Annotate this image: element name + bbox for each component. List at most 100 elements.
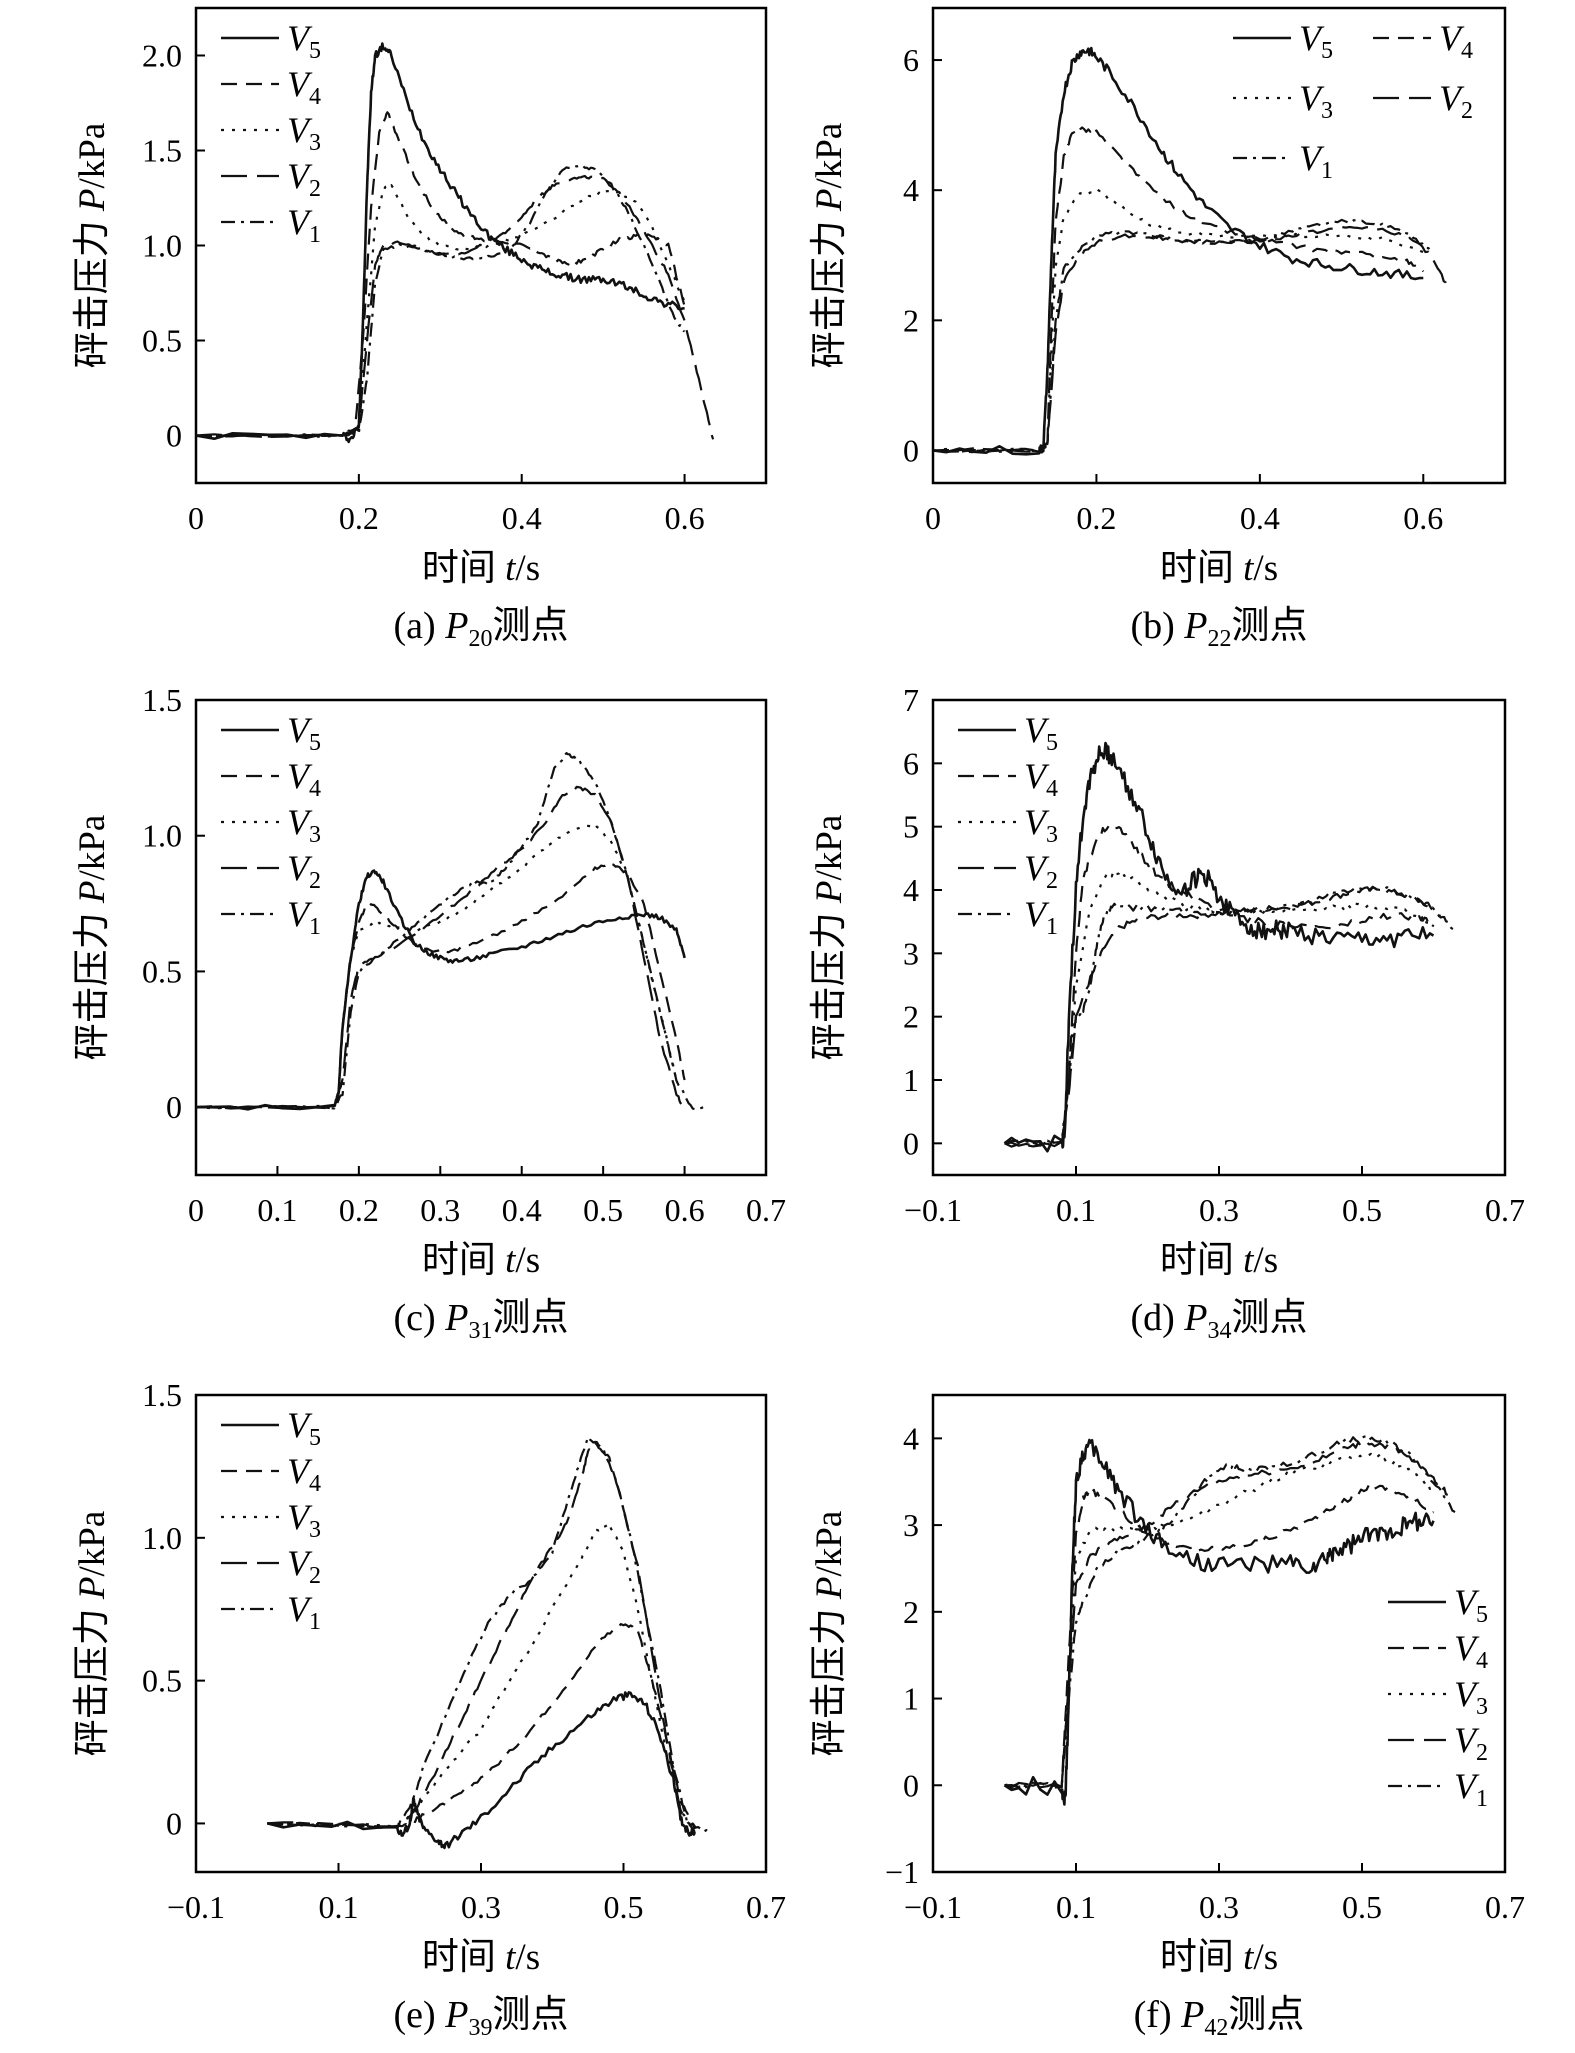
legend-label-v4: V4 (287, 64, 321, 110)
legend-label-v1: V1 (1454, 1766, 1488, 1812)
x-tick-label: 0.3 (1199, 1192, 1239, 1228)
series-line-v4 (267, 1622, 696, 1830)
series-line-v2 (196, 785, 686, 1111)
legend-label-v3: V3 (1299, 78, 1333, 124)
legend-label-v2: V2 (1439, 78, 1473, 124)
panel-caption: (c) P31测点 (394, 1297, 569, 1344)
x-tick-label: 0.1 (257, 1192, 297, 1228)
x-axis-label: 时间 t/s (1160, 1937, 1278, 1978)
y-tick-label: 3 (903, 1507, 919, 1543)
x-tick-label: 0.5 (604, 1889, 644, 1925)
chart-a: 0 0.2 0.4 0.6 0 0.5 1.0 1.5 2.0 砰击压力 P/kPa 时间 t/s (… (72, 6, 768, 652)
y-tick-label: 2 (903, 302, 919, 338)
y-tick-label: 2 (903, 999, 919, 1035)
legend-label-v4: V4 (287, 756, 321, 802)
series-group (196, 42, 715, 444)
y-tick-label: 2.0 (142, 38, 182, 74)
legend-label-v3: V3 (1024, 802, 1058, 848)
legend-label-v2: V2 (287, 848, 321, 894)
y-tick-label: 0.5 (142, 1663, 182, 1699)
series-line-v5 (196, 42, 685, 444)
legend-label-v1: V1 (287, 894, 321, 940)
y-tick-label: 0.5 (142, 953, 182, 989)
series-line-v2 (1004, 1441, 1448, 1789)
x-tick-label: 0.7 (1485, 1889, 1525, 1925)
panel-caption: (b) P22测点 (1130, 605, 1307, 652)
series-line-v3 (196, 183, 686, 438)
legend-label-v3: V3 (287, 110, 321, 156)
y-tick-label: 4 (903, 872, 919, 908)
x-tick-label: 0.2 (339, 500, 379, 536)
legend-label-v3: V3 (1454, 1674, 1488, 1720)
x-tick-label: 0.1 (319, 1889, 359, 1925)
x-tick-label: 0.4 (502, 500, 542, 536)
legend-label-v1: V1 (287, 1589, 321, 1635)
y-tick-label: 5 (903, 809, 919, 845)
series-group (933, 46, 1449, 456)
x-tick-label: 0.6 (665, 1192, 705, 1228)
y-tick-label: 4 (903, 1420, 919, 1456)
x-tick-label: 0.3 (461, 1889, 501, 1925)
panel-caption: (f) P42测点 (1134, 1994, 1305, 2041)
series-line-v4 (196, 111, 686, 439)
chart-b: 0 0.2 0.4 0.6 0 2 4 6 砰击压力 P/kPa 时间 t/s (b) P22测点 V… (809, 6, 1507, 652)
y-tick-label: 0 (903, 1767, 919, 1803)
chart-c: 0 0.1 0.2 0.3 0.4 0.5 0.6 0.7 0 0.5 1.0 1.5 砰击压力 P/k… (72, 682, 786, 1344)
legend-label-v2: V2 (287, 156, 321, 202)
legend-label-v4: V4 (287, 1451, 321, 1497)
chart-e: −0.1 0.1 0.3 0.5 0.7 0 0.5 1.0 1.5 砰击压力 P/kPa 时间 t… (72, 1377, 786, 2041)
legend-label-v5: V5 (1454, 1582, 1488, 1628)
series-line-v1 (196, 164, 685, 438)
y-axis-label: 砰击压力 P/kPa (72, 123, 113, 369)
series-line-v1 (1004, 885, 1456, 1147)
y-tick-label: 0 (166, 1089, 182, 1125)
y-tick-label: 3 (903, 935, 919, 971)
y-tick-label: 4 (903, 172, 919, 208)
legend-label-v1: V1 (1024, 894, 1058, 940)
x-tick-label: 0.1 (1056, 1192, 1096, 1228)
y-tick-label: 7 (903, 682, 919, 718)
x-axis-label: 时间 t/s (422, 1240, 540, 1281)
legend-label-v5: V5 (1024, 710, 1058, 756)
y-tick-label: 1.0 (142, 1520, 182, 1556)
series-line-v5 (196, 869, 686, 1111)
legend-label-v4: V4 (1439, 18, 1473, 64)
plot-frame (931, 6, 1507, 485)
x-tick-label: 0.6 (665, 500, 705, 536)
y-tick-label: 1 (903, 1681, 919, 1717)
series-line-v5 (1003, 1438, 1435, 1806)
x-tick-label: 0.5 (1342, 1192, 1382, 1228)
series-line-v2 (267, 1441, 696, 1833)
series-line-v4 (1004, 823, 1435, 1148)
legend-label-v5: V5 (1299, 18, 1333, 64)
x-tick-label: 0.7 (746, 1889, 786, 1925)
legend-label-v5: V5 (287, 18, 321, 64)
y-tick-label: 1.0 (142, 818, 182, 854)
y-axis-label: 砰击压力 P/kPa (809, 1511, 850, 1757)
chart-d: −0.1 0.1 0.3 0.5 0.7 0 1 2 3 4 5 6 7 砰击压力 P/kPa 时间 t/s… (809, 682, 1525, 1344)
x-axis-label: 时间 t/s (422, 1937, 540, 1978)
x-tick-label: −0.1 (904, 1192, 962, 1228)
panel-caption: (a) P20测点 (394, 605, 569, 652)
x-tick-label: 0 (925, 500, 941, 536)
x-axis-label: 时间 t/s (422, 548, 540, 589)
panel-caption: (e) P39测点 (394, 1994, 569, 2041)
series-line-v2 (933, 225, 1449, 454)
x-tick-label: 0.1 (1056, 1889, 1096, 1925)
series-line-v5 (1003, 741, 1435, 1153)
series-line-v1 (196, 751, 710, 1111)
x-tick-label: 0.4 (502, 1192, 542, 1228)
x-tick-label: 0.5 (583, 1192, 623, 1228)
x-tick-label: 0 (188, 1192, 204, 1228)
y-tick-label: 0 (903, 1125, 919, 1161)
y-tick-label: 0 (166, 1805, 182, 1841)
x-tick-label: −0.1 (904, 1889, 962, 1925)
y-tick-label: 1.5 (142, 682, 182, 718)
x-tick-label: 0 (188, 500, 204, 536)
